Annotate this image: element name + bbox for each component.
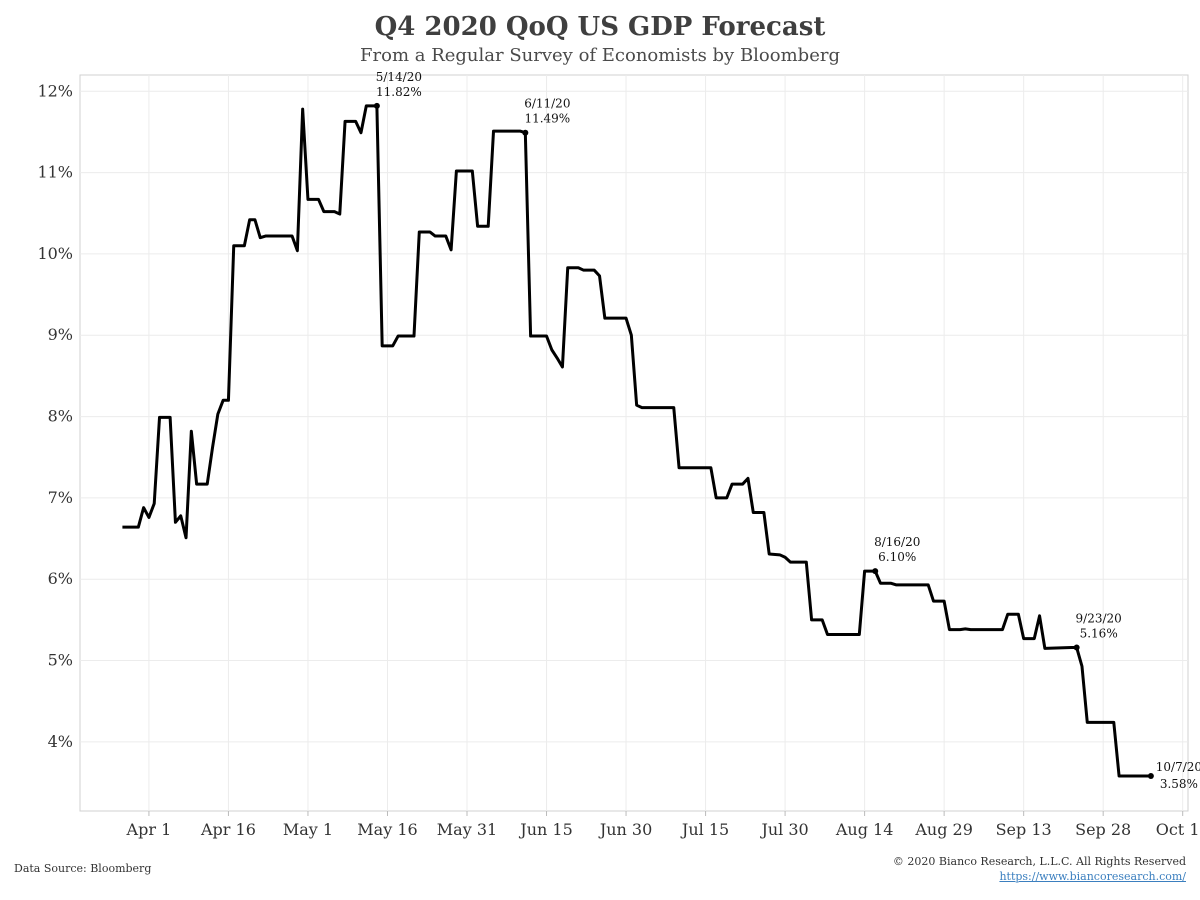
forecast-line: [122, 104, 1151, 778]
annotation-value-label: 11.49%: [524, 112, 570, 126]
x-tick-label: May 16: [357, 820, 417, 839]
annotation-date-label: 10/7/20: [1156, 760, 1200, 774]
annotation-date-label: 5/14/20: [376, 70, 422, 84]
y-tick-label: 11%: [37, 163, 73, 182]
chart-title: Q4 2020 QoQ US GDP Forecast: [374, 12, 826, 42]
chart-subtitle: From a Regular Survey of Economists by B…: [360, 45, 840, 66]
copyright-block: © 2020 Bianco Research, L.L.C. All Right…: [893, 854, 1186, 884]
x-tick-label: Jul 15: [680, 820, 729, 839]
annotation-value-label: 11.82%: [376, 85, 422, 99]
annotation-marker: [872, 568, 879, 575]
annotation-value-label: 3.58%: [1160, 777, 1198, 791]
x-tick-label: Oct 13: [1156, 820, 1200, 839]
x-tick-label: Jun 30: [598, 820, 652, 839]
annotation-value-label: 5.16%: [1080, 627, 1118, 641]
copyright-text: © 2020 Bianco Research, L.L.C. All Right…: [892, 855, 1186, 868]
plot-frame: [79, 74, 1189, 812]
annotation-date-label: 6/11/20: [524, 97, 570, 111]
website-link[interactable]: https://www.biancoresearch.com/: [999, 870, 1186, 883]
annotation-marker: [522, 129, 529, 136]
x-tick-label: May 1: [283, 820, 333, 839]
annotation-marker: [1073, 644, 1080, 651]
y-tick-label: 6%: [48, 569, 73, 588]
annotation-marker: [1147, 773, 1154, 780]
annotation-date-label: 9/23/20: [1076, 612, 1122, 626]
y-tick-label: 7%: [48, 488, 73, 507]
annotation-date-label: 8/16/20: [874, 535, 920, 549]
y-tick-label: 9%: [48, 325, 73, 344]
x-tick-label: Apr 1: [126, 820, 172, 839]
x-tick-label: Sep 13: [996, 820, 1052, 839]
y-tick-label: 12%: [37, 81, 73, 100]
y-tick-label: 8%: [48, 407, 73, 426]
x-tick-label: Sep 28: [1075, 820, 1131, 839]
y-tick-label: 10%: [37, 244, 73, 263]
annotation-marker: [373, 102, 380, 109]
x-tick-label: Apr 16: [200, 820, 256, 839]
x-tick-label: May 31: [437, 820, 497, 839]
data-source-note: Data Source: Bloomberg: [14, 862, 152, 875]
annotation-value-label: 6.10%: [878, 550, 916, 564]
x-tick-label: Aug 29: [914, 820, 973, 839]
x-tick-label: Jun 15: [518, 820, 572, 839]
y-tick-label: 4%: [48, 732, 73, 751]
x-tick-label: Jul 30: [759, 820, 808, 839]
y-tick-label: 5%: [48, 651, 73, 670]
x-tick-label: Aug 14: [835, 820, 894, 839]
